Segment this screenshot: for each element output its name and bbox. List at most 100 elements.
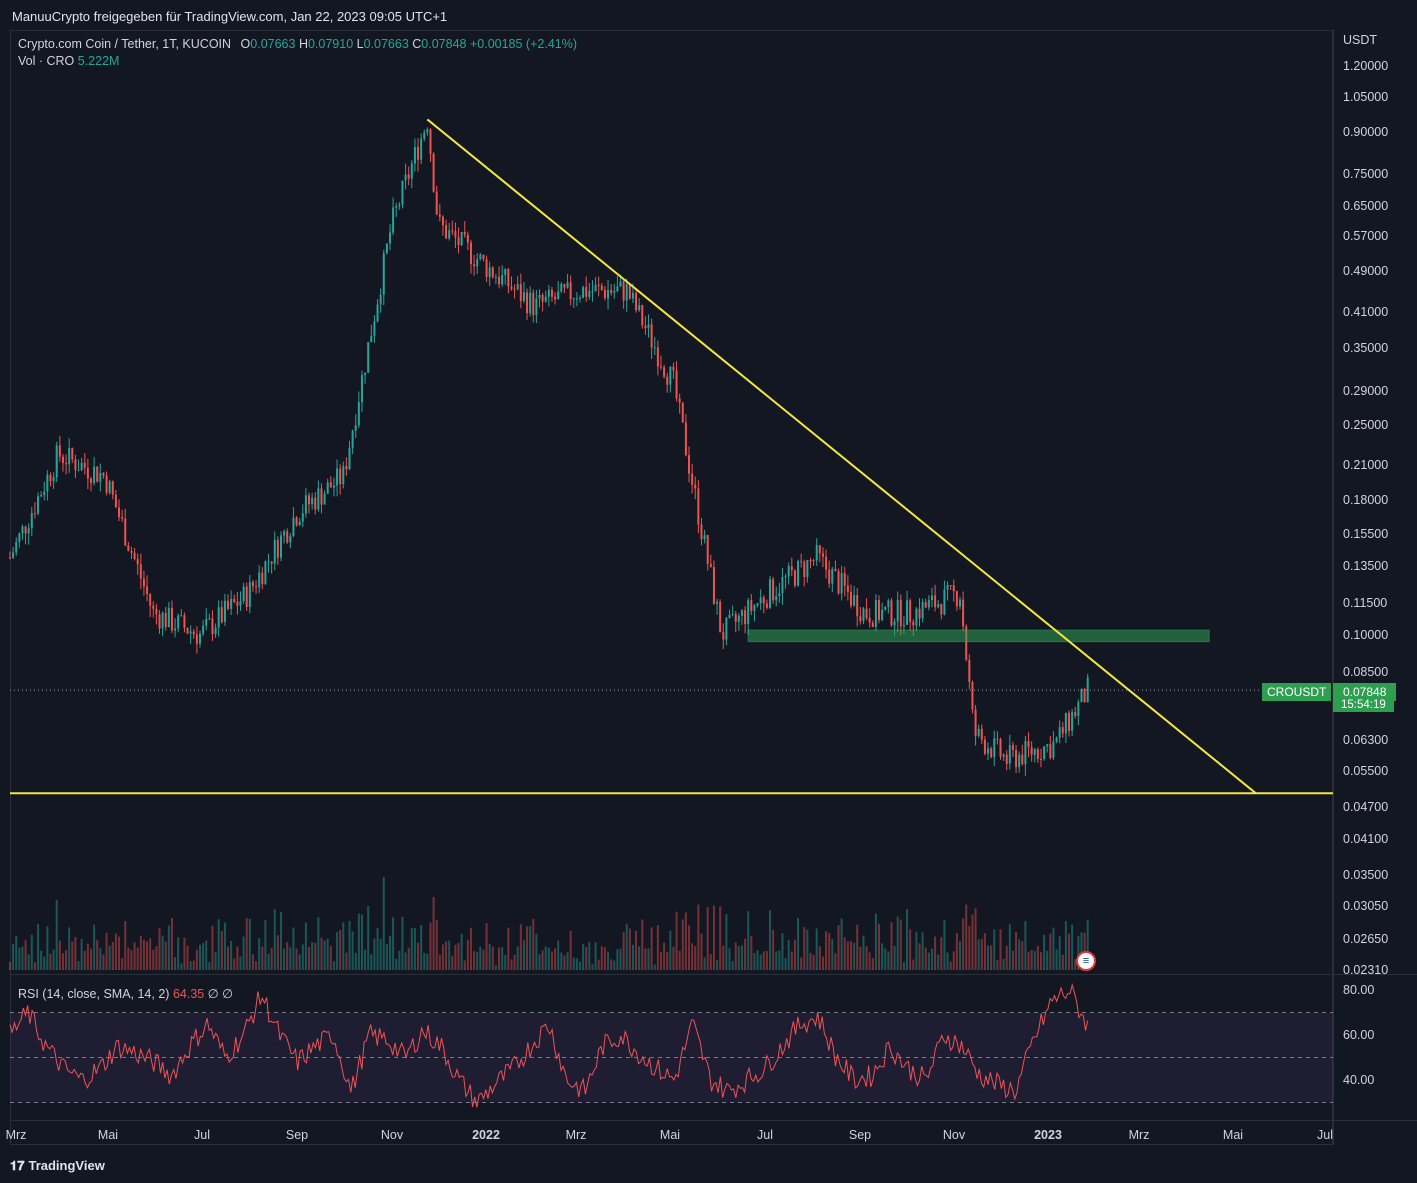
candle-body: [12, 552, 15, 558]
candle-body: [797, 561, 800, 586]
price-tick-label: 0.90000: [1343, 124, 1389, 139]
volume-bar: [572, 957, 575, 970]
candle-body: [853, 595, 856, 606]
candle-body: [691, 473, 694, 485]
volume-bar: [155, 946, 158, 970]
candle-body: [856, 595, 859, 617]
candle-body: [688, 455, 691, 474]
candle-body: [192, 631, 195, 635]
candle-body: [177, 615, 180, 629]
volume-bar: [395, 958, 398, 970]
candle-body: [33, 513, 36, 515]
candle-body: [781, 577, 784, 594]
candle-body: [348, 447, 351, 470]
rsi-extra-1: ∅: [207, 987, 219, 1001]
volume-bar: [915, 931, 918, 970]
volume-bar: [264, 920, 267, 970]
candle-body: [239, 601, 242, 606]
candle-body: [915, 608, 918, 626]
volume-bar: [498, 947, 501, 970]
candle-body: [21, 526, 24, 534]
volume-bar: [859, 946, 862, 970]
volume-bar: [831, 939, 834, 970]
volume-bar: [326, 938, 329, 970]
candle-body: [937, 604, 940, 608]
volume-bar: [301, 944, 304, 970]
candle-body: [575, 298, 578, 300]
volume-bar: [828, 933, 831, 970]
volume-bar: [930, 948, 933, 970]
chart-frame[interactable]: [10, 30, 1333, 1145]
candle-body: [61, 456, 64, 463]
candle-body: [725, 618, 728, 640]
volume-bar: [49, 953, 52, 970]
close-label: C: [412, 37, 422, 51]
candle-body: [700, 524, 703, 540]
volume-bar: [675, 911, 678, 970]
volume-bar: [526, 926, 529, 970]
volume-bar: [740, 945, 743, 970]
volume-bar: [485, 923, 488, 970]
price-tick-label: 0.25000: [1343, 417, 1389, 432]
currency-label[interactable]: USDT: [1343, 33, 1378, 47]
volume-bar: [367, 905, 370, 970]
volume-bar: [189, 960, 192, 970]
volume-legend: Vol · CRO 5.222M: [18, 54, 119, 68]
volume-bar: [457, 943, 460, 970]
volume-bar: [410, 928, 413, 970]
candle-body: [890, 600, 893, 626]
candle-body: [410, 163, 413, 179]
candle-body: [149, 593, 152, 606]
volume-bar: [821, 956, 824, 970]
tradingview-logo-icon: 𝟏𝟕: [10, 1158, 25, 1173]
candle-body: [846, 585, 849, 592]
volume-bar: [1018, 939, 1021, 970]
candle-body: [585, 287, 588, 297]
candle-body: [1049, 744, 1052, 759]
candle-body: [124, 518, 127, 546]
price-tick-label: 0.15500: [1343, 527, 1389, 542]
candle-body: [18, 533, 21, 542]
volume-label[interactable]: Vol · CRO: [18, 54, 75, 68]
rsi-tick-label: 40.00: [1343, 1073, 1375, 1087]
volume-bar: [968, 925, 971, 970]
volume-bar: [993, 929, 996, 970]
candle-body: [625, 284, 628, 301]
symbol-title[interactable]: Crypto.com Coin / Tether, 1T, KUCOIN: [18, 37, 232, 51]
candle-body: [996, 738, 999, 740]
volume-bar: [354, 952, 357, 970]
volume-bar: [697, 904, 700, 970]
time-tick-label: Sep: [285, 1128, 309, 1142]
volume-bar: [345, 952, 348, 970]
us-flag-event-icon[interactable]: ≡: [1076, 951, 1096, 971]
candle-body: [1024, 741, 1027, 765]
volume-bar: [1071, 924, 1074, 970]
footer-brand[interactable]: 𝟏𝟕 TradingView: [10, 1158, 105, 1174]
candle-body: [1011, 745, 1014, 751]
candle-body: [1061, 727, 1064, 734]
volume-bar: [772, 929, 775, 970]
candle-body: [86, 467, 89, 479]
volume-bar: [479, 946, 482, 970]
volume-bar: [423, 952, 426, 970]
volume-bar: [89, 948, 92, 970]
time-tick-label: 2023: [1034, 1128, 1062, 1142]
rsi-pane-separator[interactable]: [10, 974, 1417, 975]
volume-bar: [688, 925, 691, 970]
candle-body: [476, 259, 479, 267]
candle-body: [211, 618, 214, 635]
volume-bar: [575, 958, 578, 970]
candle-body: [532, 292, 535, 316]
candle-body: [566, 282, 569, 288]
candle-body: [174, 628, 177, 631]
candle-body: [899, 599, 902, 627]
volume-bar: [812, 954, 815, 970]
volume-bar: [921, 932, 924, 970]
candle-body: [445, 225, 448, 239]
volume-bar: [242, 936, 245, 970]
volume-bar: [628, 928, 631, 970]
volume-bar: [1086, 919, 1089, 970]
rsi-label[interactable]: RSI (14, close, SMA, 14, 2): [18, 987, 170, 1001]
candle-body: [273, 539, 276, 564]
